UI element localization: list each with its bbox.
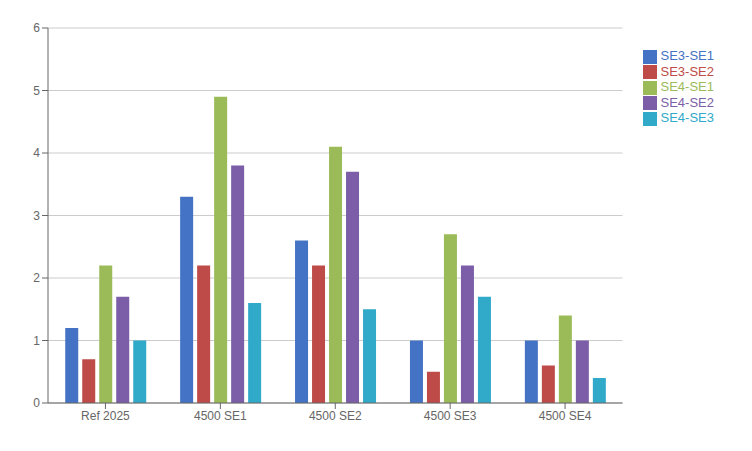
svg-text:4: 4	[33, 146, 40, 160]
svg-text:Ref 2025: Ref 2025	[81, 409, 130, 423]
html-text:SE3-SE1: SE3-SE1	[660, 48, 714, 63]
svg-text:6: 6	[33, 21, 40, 35]
svg-text:2: 2	[33, 271, 40, 285]
svg-text:5: 5	[33, 84, 40, 98]
svg-text:3: 3	[33, 209, 40, 223]
html-text:SE4-SE3: SE4-SE3	[660, 110, 714, 126]
html-text:SE4-SE1: SE4-SE1	[660, 79, 714, 95]
svg-text:4500 SE4: 4500 SE4	[539, 409, 592, 423]
html-text:SE3-SE2: SE3-SE2	[660, 63, 714, 79]
svg-text:4500 SE2: 4500 SE2	[309, 409, 362, 423]
svg-text:4500 SE1: 4500 SE1	[194, 409, 247, 423]
svg-text:4500 SE3: 4500 SE3	[424, 409, 477, 423]
html-text:SE4-SE2: SE4-SE2	[660, 94, 714, 110]
svg-text:0: 0	[33, 396, 40, 410]
svg-text:1: 1	[33, 334, 40, 348]
